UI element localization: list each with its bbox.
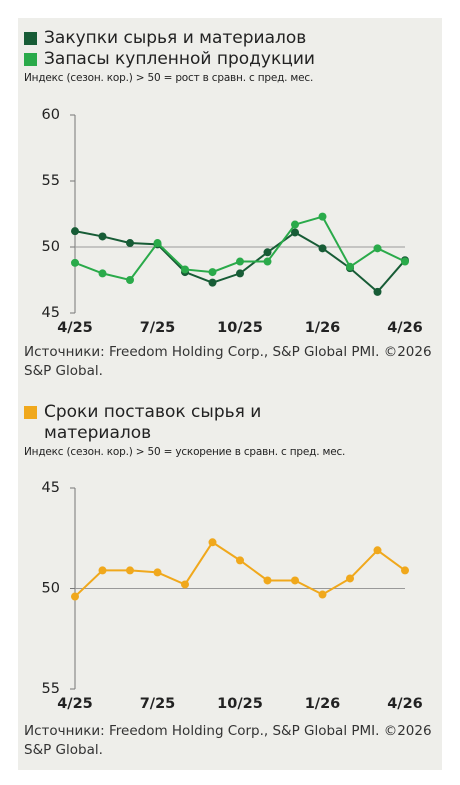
- data-point: [291, 228, 299, 237]
- data-point: [373, 244, 382, 253]
- x-tick-label: 7/25: [140, 696, 176, 712]
- data-point: [318, 212, 327, 221]
- y-tick-label: 50: [42, 239, 60, 255]
- legend-label: Запасы купленной продукции: [44, 49, 315, 69]
- data-point: [373, 287, 382, 296]
- legend-label: Закупки сырья и материалов: [44, 28, 307, 48]
- x-tick-label: 4/25: [57, 696, 93, 712]
- legend: Закупки сырья и материалов Запасы купленн…: [18, 28, 442, 84]
- x-tick-label: 10/25: [217, 320, 263, 336]
- chart: Сроки поставок сырья и материалов Индекс …: [18, 402, 442, 767]
- legend-item: Запасы купленной продукции: [24, 49, 334, 70]
- source-note: Источники: Freedom Holding Corp., S&P Gl…: [24, 723, 432, 758]
- data-point: [126, 239, 134, 248]
- data-point: [318, 590, 327, 599]
- data-point: [401, 257, 409, 266]
- subtitle: Индекс (сезон. кор.) > 50 = рост в сравн…: [24, 72, 314, 84]
- data-point: [98, 269, 107, 278]
- data-point: [346, 262, 354, 271]
- x-tick-label: 4/26: [387, 320, 423, 336]
- data-point: [153, 239, 162, 248]
- x-tick-label: 4/26: [387, 696, 423, 712]
- data-point: [291, 220, 299, 229]
- plot: 60 55 50 454/25 7/25 10/25 1/26 4/26: [42, 107, 423, 336]
- legend: Сроки поставок сырья и материалов Индекс …: [18, 402, 442, 458]
- x-tick-label: 4/25: [57, 320, 93, 336]
- data-point: [263, 257, 272, 266]
- source-note: Источники: Freedom Holding Corp., S&P Gl…: [24, 344, 432, 379]
- data-point: [126, 566, 134, 575]
- data-point: [346, 574, 354, 583]
- data-point: [181, 580, 189, 589]
- data-point: [236, 257, 244, 266]
- data-point: [263, 248, 272, 257]
- data-point: [291, 576, 299, 585]
- legend-swatch: [24, 406, 37, 419]
- data-point: [71, 592, 79, 601]
- legend-swatch: [24, 53, 37, 66]
- y-tick-label: 60: [42, 107, 60, 123]
- data-point: [208, 538, 217, 547]
- data-point: [153, 568, 162, 577]
- data-point: [263, 576, 272, 585]
- data-point: [71, 227, 79, 236]
- x-tick-label: 10/25: [217, 696, 263, 712]
- x-tick-label: 1/26: [305, 320, 341, 336]
- chart: Закупки сырья и материалов Запасы купленн…: [18, 28, 442, 388]
- subtitle: Индекс (сезон. кор.) > 50 = ускорение в …: [24, 446, 346, 458]
- x-tick-label: 1/26: [305, 696, 341, 712]
- x-tick-label: 7/25: [140, 320, 176, 336]
- y-tick-label: 55: [42, 173, 60, 189]
- legend-label: Сроки поставок сырья и материалов: [44, 402, 262, 443]
- data-point: [71, 258, 79, 267]
- legend-item: Сроки поставок сырья и материалов: [24, 402, 334, 444]
- data-point: [208, 268, 217, 277]
- y-tick-label: 50: [42, 581, 60, 597]
- data-point: [181, 265, 189, 274]
- y-tick-label: 55: [42, 681, 60, 697]
- data-point: [236, 269, 244, 278]
- data-point: [208, 278, 217, 287]
- y-tick-label: 45: [42, 305, 60, 321]
- data-point: [401, 566, 409, 575]
- y-tick-label: 45: [42, 480, 60, 496]
- data-point: [126, 276, 134, 284]
- data-point: [98, 232, 107, 241]
- legend-item: Закупки сырья и материалов: [24, 28, 334, 49]
- plot: 45 50 554/25 7/25 10/25 1/26 4/26: [42, 480, 423, 712]
- data-point: [318, 244, 327, 253]
- data-point: [236, 556, 244, 565]
- legend-swatch: [24, 32, 37, 45]
- data-point: [98, 566, 107, 575]
- data-point: [373, 546, 382, 555]
- panel: Закупки сырья и материалов Запасы купленн…: [18, 18, 442, 770]
